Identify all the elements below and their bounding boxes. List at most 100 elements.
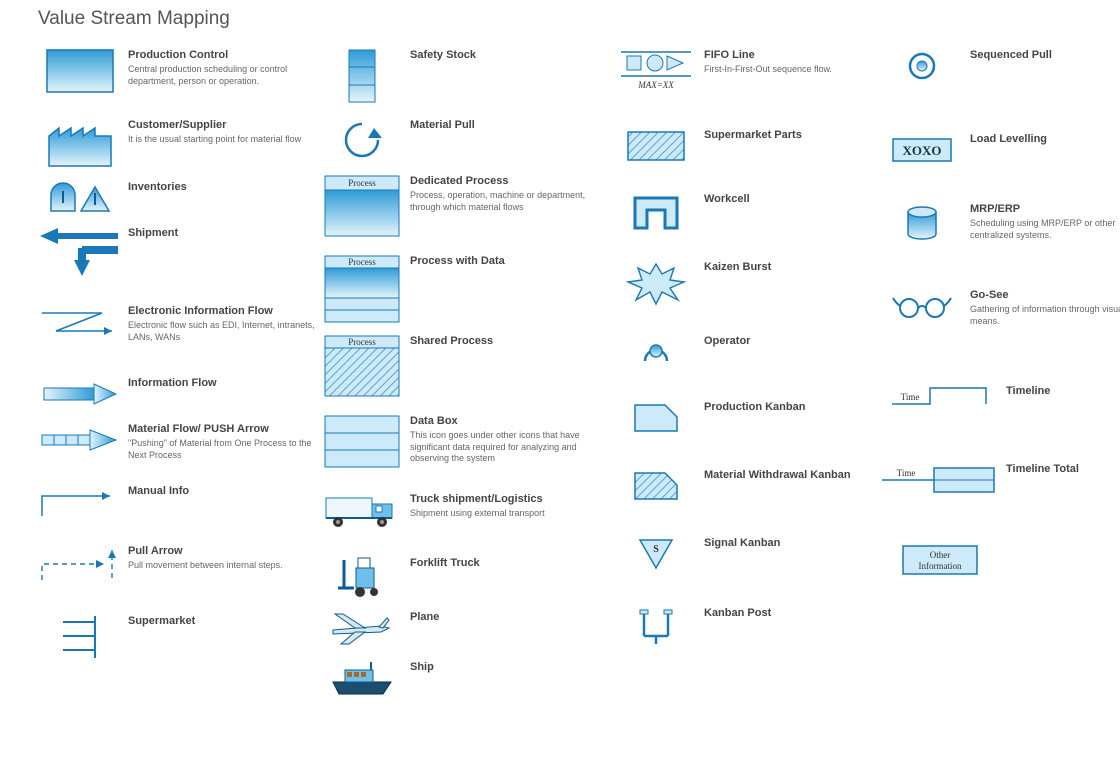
legend-entry-supermarket: Supermarket bbox=[38, 614, 332, 660]
entry-name: Operator bbox=[704, 334, 750, 348]
other-info-icon: Other Information bbox=[880, 542, 1000, 578]
entry-name: Timeline Total bbox=[1006, 462, 1079, 476]
entry-desc: "Pushing" of Material from One Process t… bbox=[128, 438, 328, 461]
legend-entry-signal-kanban: SSignal Kanban bbox=[614, 536, 878, 572]
legend-entry-information-flow: Information Flow bbox=[38, 376, 332, 412]
manual-info-icon bbox=[38, 484, 122, 520]
plane-icon bbox=[320, 610, 404, 646]
legend-entry-mrp-erp: MRP/ERPScheduling using MRP/ERP or other… bbox=[880, 202, 1120, 242]
entry-desc: Process, operation, machine or departmen… bbox=[410, 190, 610, 213]
forklift-icon bbox=[320, 556, 404, 600]
legend-entry-timeline-total: Time Timeline Total bbox=[880, 462, 1120, 498]
legend-entry-truck: Truck shipment/LogisticsShipment using e… bbox=[320, 492, 614, 532]
electronic-info-icon bbox=[38, 304, 122, 340]
legend-entry-workcell: Workcell bbox=[614, 192, 878, 232]
page-title: Value Stream Mapping bbox=[38, 8, 230, 30]
legend-entry-shared-process: Process Shared Process bbox=[320, 334, 614, 398]
entry-name: Material Withdrawal Kanban bbox=[704, 468, 851, 482]
inventories-icon bbox=[38, 180, 122, 216]
entry-name: Timeline bbox=[1006, 384, 1050, 398]
entry-name: Data Box bbox=[410, 414, 610, 428]
svg-text:MAX=XX: MAX=XX bbox=[637, 80, 674, 90]
legend-entry-supermarket-parts: Supermarket Parts bbox=[614, 128, 878, 164]
entry-name: MRP/ERP bbox=[970, 202, 1120, 216]
entry-name: Electronic Information Flow bbox=[128, 304, 328, 318]
entry-name: Plane bbox=[410, 610, 439, 624]
legend-entry-go-see: Go-See Gathering of information through v… bbox=[880, 288, 1120, 327]
shipment-icon bbox=[38, 226, 122, 270]
dedicated-process-icon: Process bbox=[320, 174, 404, 238]
legend-entry-kaizen-burst: Kaizen Burst bbox=[614, 260, 878, 304]
legend-entry-fifo-line: MAX=XXFIFO LineFirst-In-First-Out sequen… bbox=[614, 48, 878, 90]
entry-name: Process with Data bbox=[410, 254, 505, 268]
entry-name: Kaizen Burst bbox=[704, 260, 771, 274]
entry-name: Go-See bbox=[970, 288, 1120, 302]
legend-entry-ship: Ship bbox=[320, 660, 614, 696]
entry-name: Supermarket bbox=[128, 614, 195, 628]
entry-desc: First-In-First-Out sequence flow. bbox=[704, 64, 832, 75]
shared-process-icon: Process bbox=[320, 334, 404, 398]
timeline-icon: Time bbox=[880, 384, 1000, 424]
withdrawal-kanban-icon bbox=[614, 468, 698, 504]
entry-name: Shared Process bbox=[410, 334, 493, 348]
entry-desc: Pull movement between internal steps. bbox=[128, 560, 283, 571]
legend-entry-kanban-post: Kanban Post bbox=[614, 606, 878, 646]
information-flow-icon bbox=[38, 376, 122, 412]
entry-desc: Electronic flow such as EDI, Internet, i… bbox=[128, 320, 328, 343]
legend-entry-load-levelling: XOXOLoad Levelling bbox=[880, 132, 1120, 168]
entry-desc: It is the usual starting point for mater… bbox=[128, 134, 301, 145]
operator-icon bbox=[614, 334, 698, 370]
load-levelling-icon: XOXO bbox=[880, 132, 964, 168]
pull-arrow-icon bbox=[38, 544, 122, 584]
legend-entry-inventories: Inventories bbox=[38, 180, 332, 216]
entry-name: Production Control bbox=[128, 48, 328, 62]
supermarket-parts-icon bbox=[614, 128, 698, 164]
legend-entry-material-push: Material Flow/ PUSH Arrow "Pushing" of Ma… bbox=[38, 422, 332, 461]
svg-text:Process: Process bbox=[348, 257, 376, 267]
entry-name: Information Flow bbox=[128, 376, 217, 390]
entry-name: Shipment bbox=[128, 226, 178, 240]
production-control-icon bbox=[38, 48, 122, 94]
legend-entry-forklift: Forklift Truck bbox=[320, 556, 614, 600]
svg-text:S: S bbox=[653, 544, 659, 555]
sequenced-pull-icon bbox=[880, 48, 964, 84]
material-push-icon bbox=[38, 422, 122, 458]
kaizen-burst-icon bbox=[614, 260, 698, 304]
entry-desc: This icon goes under other icons that ha… bbox=[410, 430, 610, 464]
safety-stock-icon bbox=[320, 48, 404, 104]
data-box-icon bbox=[320, 414, 404, 470]
legend-entry-production-kanban: Production Kanban bbox=[614, 400, 878, 436]
svg-text:Process: Process bbox=[348, 178, 376, 188]
material-pull-icon bbox=[320, 118, 404, 160]
legend-entry-material-pull: Material Pull bbox=[320, 118, 614, 160]
workcell-icon bbox=[614, 192, 698, 232]
svg-text:XOXO: XOXO bbox=[903, 143, 942, 158]
ship-icon bbox=[320, 660, 404, 696]
entry-name: Material Flow/ PUSH Arrow bbox=[128, 422, 328, 436]
entry-name: Kanban Post bbox=[704, 606, 771, 620]
legend-entry-shipment: Shipment bbox=[38, 226, 332, 270]
entry-name: Pull Arrow bbox=[128, 544, 283, 558]
process-with-data-icon: Process bbox=[320, 254, 404, 324]
timeline-total-icon: Time bbox=[880, 462, 1000, 498]
legend-entry-pull-arrow: Pull Arrow Pull movement between internal… bbox=[38, 544, 332, 584]
kanban-post-icon bbox=[614, 606, 698, 646]
entry-name: Workcell bbox=[704, 192, 750, 206]
fifo-line-icon: MAX=XX bbox=[614, 48, 698, 90]
entry-name: Inventories bbox=[128, 180, 187, 194]
entry-name: Supermarket Parts bbox=[704, 128, 802, 142]
entry-name: Production Kanban bbox=[704, 400, 805, 414]
legend-entry-sequenced-pull: Sequenced Pull bbox=[880, 48, 1120, 84]
legend-entry-plane: Plane bbox=[320, 610, 614, 646]
legend-entry-timeline: Time Timeline bbox=[880, 384, 1120, 424]
supermarket-icon bbox=[38, 614, 122, 660]
legend-entry-electronic-info: Electronic Information Flow Electronic fl… bbox=[38, 304, 332, 343]
legend-entry-data-box: Data Box This icon goes under other icons… bbox=[320, 414, 614, 470]
svg-text:Information: Information bbox=[919, 561, 962, 571]
svg-text:Other: Other bbox=[930, 550, 951, 560]
entry-name: Forklift Truck bbox=[410, 556, 480, 570]
entry-name: Material Pull bbox=[410, 118, 475, 132]
entry-desc: Gathering of information through visual … bbox=[970, 304, 1120, 327]
legend-entry-production-control: Production ControlCentral production sch… bbox=[38, 48, 332, 94]
production-kanban-icon bbox=[614, 400, 698, 436]
